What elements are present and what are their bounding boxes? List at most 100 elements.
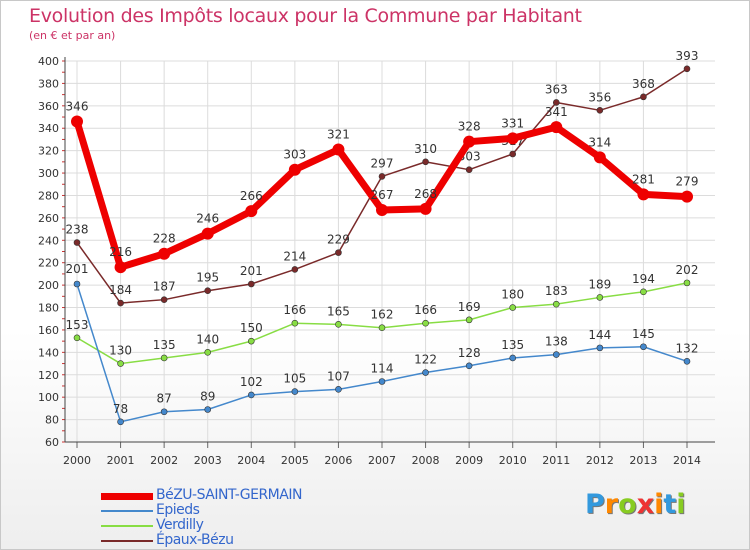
point-verdilly-2003: [204, 349, 212, 356]
point-bezu-saint-germain-2008: [419, 202, 432, 215]
chart-subtitle: (en € et par an): [29, 29, 116, 42]
data-label-epaux-bezu-2013: 368: [632, 77, 655, 91]
y-tick-label-200: 200: [38, 279, 59, 292]
logo-letter: P: [585, 489, 605, 520]
point-verdilly-2004: [247, 337, 255, 345]
data-label-verdilly-2005: 166: [283, 303, 306, 317]
data-label-epieds-2004: 102: [240, 375, 263, 389]
logo-letter: i: [654, 489, 664, 520]
point-bezu-saint-germain-2005: [288, 163, 301, 176]
y-tick-label-120: 120: [38, 369, 59, 382]
data-label-verdilly-2012: 189: [588, 277, 611, 291]
data-label-epaux-bezu-2007: 297: [371, 156, 394, 170]
data-label-verdilly-2002: 135: [153, 338, 176, 352]
y-tick-label-300: 300: [38, 167, 59, 180]
data-label-bezu-saint-germain-2004: 266: [240, 189, 263, 203]
point-verdilly-2009: [465, 316, 473, 324]
x-tick-label-2003: 2003: [194, 454, 222, 467]
point-verdilly-2007: [378, 324, 386, 332]
legend-label-epieds: Epieds: [156, 502, 200, 518]
data-label-epieds-2010: 135: [501, 338, 524, 352]
point-bezu-saint-germain-2013: [637, 188, 650, 201]
legend-label-bezu: BéZU-SAINT-GERMAIN: [156, 487, 302, 503]
x-tick-label-2013: 2013: [629, 454, 657, 467]
point-epieds-2000: [73, 280, 81, 288]
point-bezu-saint-germain-2009: [463, 135, 476, 148]
data-label-epieds-2014: 132: [676, 341, 699, 355]
x-tick-label-2011: 2011: [542, 454, 570, 467]
point-bezu-saint-germain-2003: [201, 227, 214, 240]
data-label-epaux-bezu-2003: 195: [196, 271, 219, 285]
point-epieds-2012: [596, 344, 604, 352]
data-label-bezu-saint-germain-2001: 216: [109, 245, 132, 259]
data-label-verdilly-2007: 162: [371, 308, 394, 322]
point-epieds-2002: [160, 408, 168, 416]
y-tick-label-220: 220: [38, 257, 59, 270]
data-label-epieds-2003: 89: [200, 390, 215, 404]
point-epieds-2009: [465, 362, 473, 370]
point-verdilly-2002: [160, 354, 168, 362]
data-label-bezu-saint-germain-2013: 281: [632, 172, 655, 186]
legend-label-verdilly: Verdilly: [156, 517, 204, 533]
y-tick-label-360: 360: [38, 100, 59, 113]
point-verdilly-2000: [73, 334, 81, 342]
data-label-epieds-2012: 144: [588, 328, 611, 342]
point-epaux-bezu-2007: [378, 173, 386, 180]
point-epieds-2014: [683, 358, 691, 365]
data-label-epaux-bezu-2012: 356: [588, 90, 611, 104]
x-tick-label-2012: 2012: [586, 454, 614, 467]
point-bezu-saint-germain-2014: [681, 190, 693, 203]
point-bezu-saint-germain-2012: [593, 151, 606, 164]
legend-swatch-verdilly: [101, 525, 153, 527]
point-epaux-bezu-2014: [683, 65, 691, 73]
y-tick-label-400: 400: [38, 55, 59, 68]
data-label-bezu-saint-germain-2008: 268: [414, 187, 437, 201]
point-epaux-bezu-2003: [204, 287, 212, 295]
point-verdilly-2010: [509, 304, 517, 311]
data-label-bezu-saint-germain-2012: 314: [588, 135, 611, 149]
logo-letter: o: [618, 489, 637, 520]
point-epaux-bezu-2001: [117, 299, 124, 307]
point-epieds-2008: [422, 369, 429, 376]
point-verdilly-2013: [640, 288, 647, 296]
data-label-bezu-saint-germain-2007: 267: [371, 188, 394, 202]
data-label-epieds-2001: 78: [113, 402, 128, 416]
data-label-verdilly-2013: 194: [632, 272, 655, 286]
point-verdilly-2012: [596, 294, 604, 301]
data-label-epieds-2006: 107: [327, 369, 350, 383]
data-label-verdilly-2011: 183: [545, 284, 568, 298]
data-label-bezu-saint-germain-2005: 303: [283, 148, 306, 162]
y-tick-label-160: 160: [38, 324, 59, 337]
point-epaux-bezu-2006: [335, 249, 342, 256]
data-label-bezu-saint-germain-2010: 331: [501, 116, 524, 130]
legend-swatch-epieds: [101, 510, 153, 512]
data-label-verdilly-2004: 150: [240, 321, 263, 335]
point-epaux-bezu-2008: [422, 158, 429, 166]
y-tick-label-340: 340: [38, 122, 59, 135]
legend-swatch-epaux: [101, 540, 153, 542]
legend-swatch-bezu: [101, 493, 153, 500]
data-label-verdilly-2009: 169: [458, 300, 481, 314]
x-tick-label-2010: 2010: [499, 454, 527, 467]
x-tick-label-2002: 2002: [150, 454, 178, 467]
data-label-epaux-bezu-2011: 363: [545, 82, 568, 96]
x-tick-label-2005: 2005: [281, 454, 309, 467]
point-epieds-2003: [204, 406, 212, 413]
x-tick-label-2009: 2009: [455, 454, 483, 467]
data-label-bezu-saint-germain-2009: 328: [458, 120, 481, 134]
x-tick-label-2001: 2001: [107, 454, 135, 467]
point-verdilly-2011: [552, 300, 560, 308]
data-label-epieds-2002: 87: [157, 392, 172, 406]
point-epieds-2005: [291, 388, 299, 395]
point-bezu-saint-germain-2010: [506, 132, 519, 145]
data-label-epaux-bezu-2000: 238: [66, 223, 89, 237]
data-label-bezu-saint-germain-2011: 341: [545, 105, 568, 119]
data-label-epieds-2011: 138: [545, 335, 568, 349]
point-verdilly-2014: [683, 279, 691, 287]
point-bezu-saint-germain-2011: [550, 121, 563, 134]
data-label-epaux-bezu-2005: 214: [283, 249, 306, 263]
point-epaux-bezu-2011: [552, 99, 560, 106]
x-tick-label-2004: 2004: [237, 454, 265, 467]
data-label-bezu-saint-germain-2006: 321: [327, 128, 350, 142]
